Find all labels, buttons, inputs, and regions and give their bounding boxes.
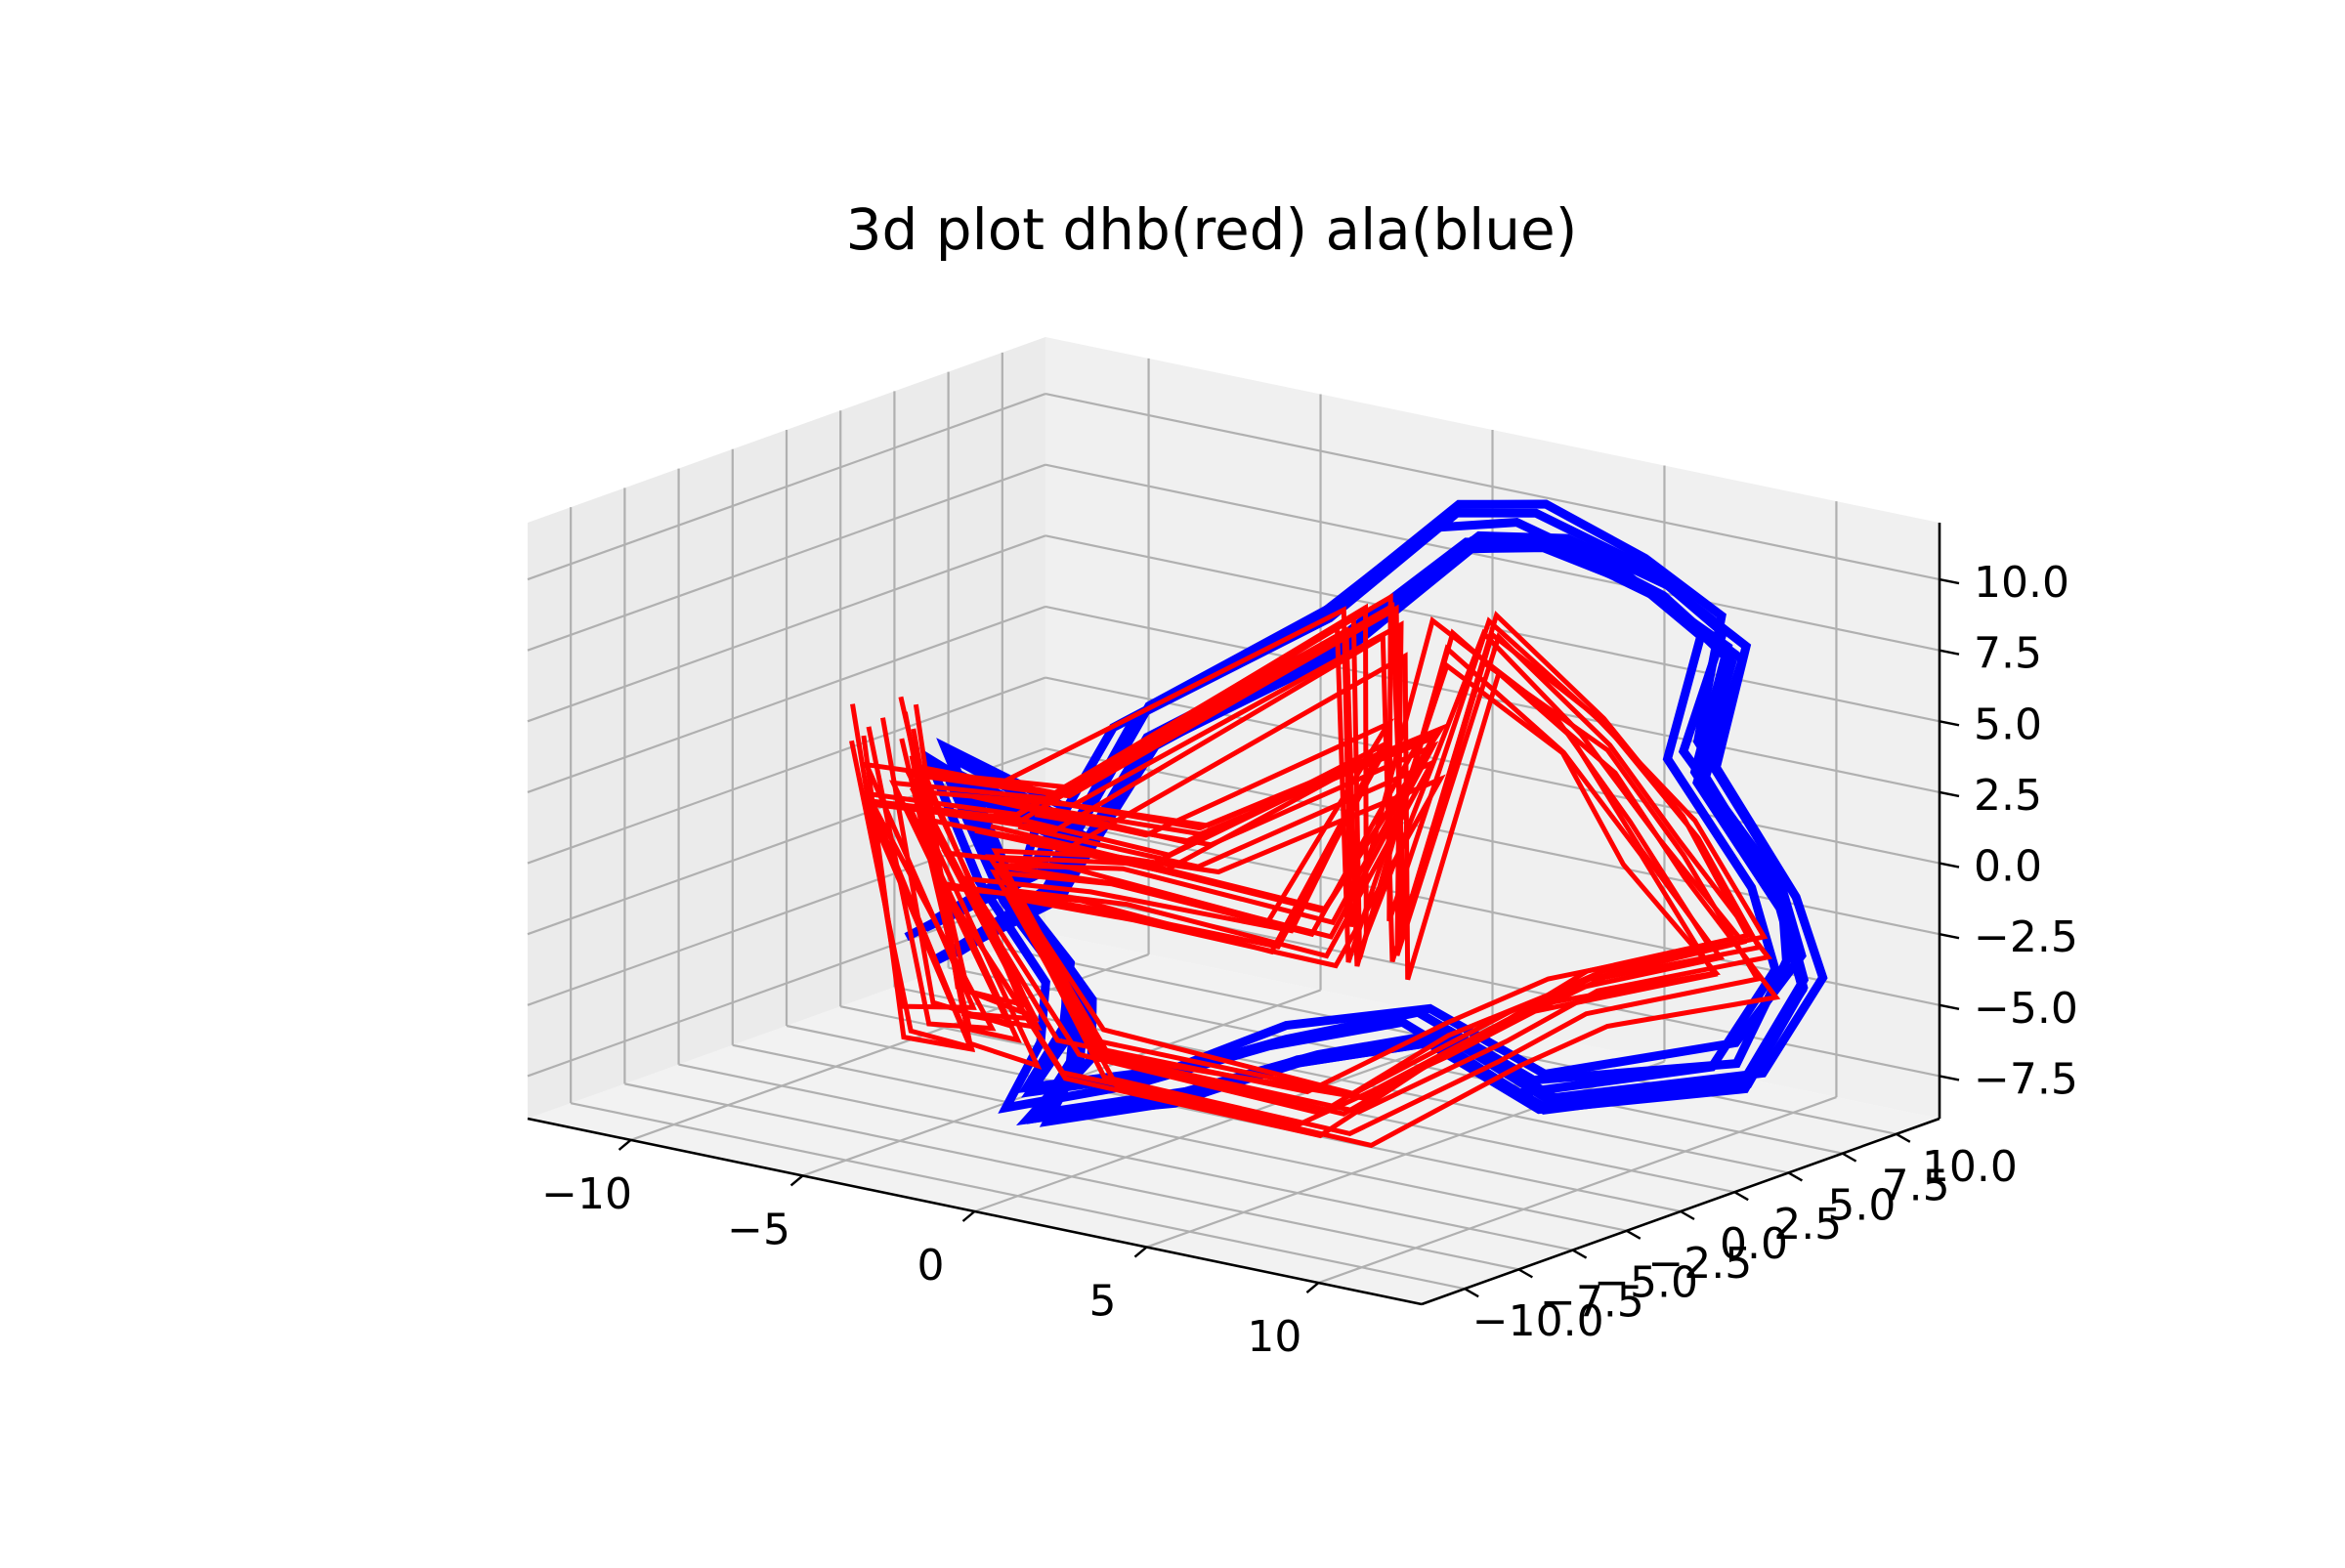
grid-line	[527, 676, 1046, 865]
y-tick-label: 0.0	[1720, 1219, 1788, 1269]
z-tick-label: 0.0	[1974, 842, 2042, 892]
series-dhb-red	[849, 592, 1781, 1149]
y-tick-label: 10.0	[1922, 1142, 2018, 1192]
x-tick-label: 10	[1247, 1312, 1301, 1362]
y-tick-mark	[1680, 1209, 1695, 1221]
x-tick-label: −5	[727, 1205, 790, 1254]
y-tick-mark	[1787, 1171, 1804, 1182]
y-tick-label: −10.0	[1472, 1296, 1604, 1346]
grid-line	[678, 1063, 1573, 1251]
z-tick-label: 7.5	[1974, 629, 2042, 679]
y-tick-mark	[1571, 1249, 1588, 1259]
y-tick-label: 7.5	[1882, 1162, 1950, 1211]
grid-line	[624, 1082, 1519, 1271]
x-tick-mark	[1133, 1246, 1148, 1258]
y-tick-label: −7.5	[1540, 1277, 1644, 1327]
grid-line	[527, 534, 1046, 723]
grid-line	[1045, 463, 1940, 652]
x-tick-label: 5	[1088, 1277, 1116, 1327]
grid-line	[527, 463, 1046, 652]
series-trace	[899, 632, 1762, 1137]
x-tick-mark	[961, 1210, 976, 1222]
y-tick-mark	[1896, 1132, 1911, 1143]
x-tick-mark	[618, 1139, 632, 1151]
chart-title: 3d plot dhb(red) ala(blue)	[846, 196, 1578, 263]
series-trace	[898, 592, 1769, 1097]
z-tick-mark	[1939, 862, 1960, 869]
y-tick-mark	[1842, 1152, 1857, 1163]
y-tick-label: −2.5	[1647, 1239, 1752, 1289]
z-tick-mark	[1939, 1075, 1960, 1081]
z-tick-mark	[1939, 649, 1960, 656]
series-trace	[902, 604, 1764, 1101]
z-tick-label: 10.0	[1974, 558, 2069, 608]
series-trace	[880, 603, 1748, 1117]
y-tick-label: 5.0	[1827, 1180, 1896, 1230]
y-tick-mark	[1464, 1288, 1479, 1298]
x-tick-mark	[1305, 1282, 1320, 1293]
x-tick-mark	[789, 1174, 804, 1187]
x-tick-label: 0	[917, 1241, 945, 1291]
y-tick-label: −5.0	[1594, 1258, 1698, 1308]
x-tick-label: −10	[541, 1169, 632, 1219]
series-trace	[861, 626, 1719, 1127]
grid-line	[948, 966, 1843, 1155]
y-tick-mark	[1733, 1191, 1749, 1202]
z-tick-label: 2.5	[1974, 771, 2042, 821]
z-tick-mark	[1939, 720, 1960, 727]
z-tick-label: −7.5	[1974, 1054, 2078, 1104]
z-tick-label: −5.0	[1974, 984, 2078, 1034]
y-tick-label: 2.5	[1773, 1200, 1842, 1250]
grid-line	[1045, 393, 1940, 581]
y-tick-mark	[1517, 1268, 1533, 1279]
z-tick-label: 5.0	[1974, 699, 2042, 749]
grid-line	[527, 605, 1046, 793]
grid-line	[527, 393, 1046, 581]
z-tick-mark	[1939, 933, 1960, 940]
y-tick-mark	[1626, 1229, 1642, 1240]
grid-line	[732, 1043, 1628, 1232]
z-tick-mark	[1939, 790, 1960, 798]
z-tick-mark	[1939, 577, 1960, 585]
grid-line	[570, 1102, 1466, 1291]
series-layer	[849, 499, 1828, 1149]
z-tick-mark	[1939, 1003, 1960, 1010]
z-tick-label: −2.5	[1974, 912, 2078, 962]
